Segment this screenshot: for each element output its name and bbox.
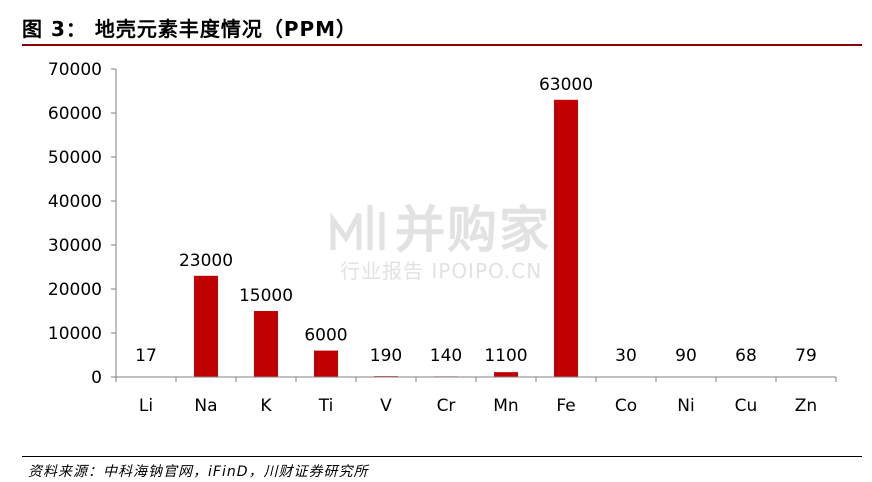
y-axis: 0 10000 20000 30000 40000 50000 60000 70000 <box>48 60 117 388</box>
bar-Ti <box>314 350 338 377</box>
data-label-Ni: 90 <box>675 346 697 366</box>
data-label-Zn: 79 <box>795 346 817 366</box>
x-tick-label: Ni <box>677 396 694 416</box>
y-tick-label: 30000 <box>48 236 102 256</box>
bar-Mn <box>494 372 518 377</box>
y-tick-label: 40000 <box>48 192 102 212</box>
bar-chart: 并购家 行业报告 IPOIPO.CN 0 10000 20000 30000 40000… <box>48 60 837 416</box>
y-tick-label: 50000 <box>48 148 102 168</box>
data-label-Fe: 63000 <box>539 75 593 95</box>
x-tick-label: Cu <box>735 396 758 416</box>
watermark-logo-icon <box>330 205 385 250</box>
data-label-Cu: 68 <box>735 346 757 366</box>
x-axis: Li Na K Ti V Cr Mn Fe Co Ni Cu Zn <box>115 376 837 416</box>
x-tick-label: V <box>380 396 392 416</box>
x-tick-label: Cr <box>437 396 456 416</box>
data-label-Mn: 1100 <box>484 346 527 366</box>
data-label-Cr: 140 <box>430 346 462 366</box>
title-rule <box>22 44 862 46</box>
watermark: 并购家 行业报告 IPOIPO.CN <box>330 201 551 283</box>
x-tick-label: Co <box>615 396 637 416</box>
footer-rule <box>22 456 862 457</box>
watermark-sub: 行业报告 IPOIPO.CN <box>340 259 542 283</box>
figure-title: 图 3： 地壳元素丰度情况（PPM） <box>22 16 358 41</box>
data-label-V: 190 <box>370 346 402 366</box>
watermark-main: 并购家 <box>395 201 551 259</box>
y-tick-label: 60000 <box>48 104 102 124</box>
data-label-Na: 23000 <box>179 251 233 271</box>
x-tick-label: Zn <box>795 396 817 416</box>
x-tick-label: K <box>260 396 272 416</box>
data-labels: 17 23000 15000 6000 190 140 1100 63000 30 90 68 79 <box>135 75 817 366</box>
data-label-K: 15000 <box>239 286 293 306</box>
data-label-Ti: 6000 <box>304 326 347 346</box>
x-tick-label: Mn <box>493 396 518 416</box>
y-tick-label: 0 <box>91 368 102 388</box>
data-label-Li: 17 <box>135 346 157 366</box>
x-tick-label: Li <box>139 396 153 416</box>
data-label-Co: 30 <box>615 346 637 366</box>
y-tick-label: 20000 <box>48 280 102 300</box>
figure-title-bar: 图 3： 地壳元素丰度情况（PPM） <box>22 12 862 42</box>
y-tick-label: 70000 <box>48 60 102 80</box>
y-tick-label: 10000 <box>48 324 102 344</box>
x-tick-label: Fe <box>556 396 575 416</box>
bars <box>134 99 818 378</box>
bar-K <box>254 311 278 377</box>
bar-Fe <box>554 99 578 378</box>
source-note: 资料来源：中科海钠官网，iFinD，川财证券研究所 <box>28 464 369 480</box>
x-tick-label: Ti <box>318 396 334 416</box>
x-tick-label: Na <box>194 396 217 416</box>
bar-Na <box>194 275 218 377</box>
